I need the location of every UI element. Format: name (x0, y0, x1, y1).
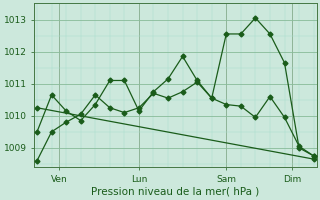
X-axis label: Pression niveau de la mer( hPa ): Pression niveau de la mer( hPa ) (91, 187, 260, 197)
